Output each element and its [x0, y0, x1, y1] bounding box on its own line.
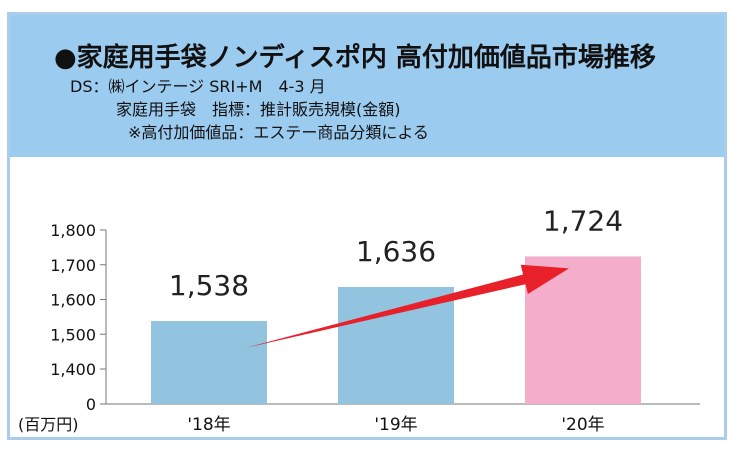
- scope-note: 家庭用手袋 指標：推計販売規模(金額): [116, 100, 401, 119]
- x-tick-label: '18年: [187, 415, 230, 435]
- y-tick-label: 1,800: [50, 221, 96, 240]
- source-note: DS：㈱インテージ SRI+M 4-3 月: [70, 77, 326, 96]
- x-tick-label: '20年: [561, 415, 604, 435]
- y-tick-label: 1,600: [50, 291, 96, 310]
- bar: [151, 321, 267, 404]
- y-tick-label: 1,500: [50, 325, 96, 344]
- x-tick-label: '19年: [374, 415, 417, 435]
- chart-frame: ●家庭用手袋ノンディスポ内 高付加価値品市場推移 DS：㈱インテージ SRI+M…: [7, 12, 727, 440]
- chart-header: ●家庭用手袋ノンディスポ内 高付加価値品市場推移 DS：㈱インテージ SRI+M…: [10, 15, 724, 157]
- bar: [338, 286, 454, 404]
- y-tick-label: 1,700: [50, 256, 96, 275]
- data-label: 1,538: [169, 269, 249, 302]
- chart-title: ●家庭用手袋ノンディスポ内 高付加価値品市場推移: [54, 43, 656, 73]
- data-label: 1,636: [356, 235, 436, 268]
- y-axis-unit-label: (百万円): [18, 415, 79, 434]
- bar-chart: 0 1,400 1,500 1,600 1,700 1,800 (百万円) 1,538 '18年…: [18, 204, 700, 435]
- definition-note: ※高付加価値品：エステー商品分類による: [128, 123, 429, 142]
- data-label: 1,724: [543, 204, 623, 237]
- y-tick-label: 1,400: [50, 360, 96, 379]
- growth-arrow: [245, 264, 569, 348]
- y-tick-label: 0: [86, 395, 96, 414]
